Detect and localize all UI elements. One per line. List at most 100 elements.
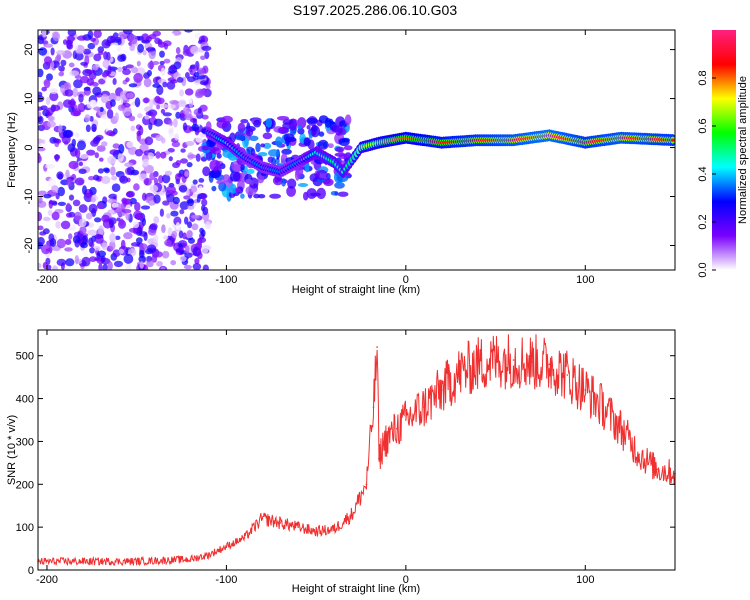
spectrogram-noise-blob bbox=[175, 111, 181, 119]
spectrogram-turbulence-blob bbox=[221, 115, 233, 123]
spectrogram-turbulence-blob bbox=[253, 119, 261, 128]
spectrogram-noise-blob bbox=[184, 245, 190, 254]
spectrogram-noise-blob bbox=[196, 240, 202, 249]
spectrogram-noise-blob bbox=[205, 221, 211, 229]
spectrogram-noise-blob bbox=[101, 214, 110, 223]
spectrogram-noise-blob bbox=[89, 256, 97, 262]
spectrogram-turbulence-blob bbox=[222, 174, 231, 183]
spectrogram-noise-blob bbox=[58, 65, 65, 72]
spectrogram-noise-blob bbox=[142, 158, 150, 167]
spectrogram-noise-blob bbox=[146, 260, 154, 268]
spectrogram-noise-blob bbox=[72, 199, 81, 207]
spectrogram-noise-blob bbox=[68, 160, 79, 170]
spectrogram-noise-blob bbox=[58, 124, 63, 133]
spectrogram-turbulence-blob bbox=[218, 181, 227, 192]
spectrogram-noise-blob bbox=[121, 209, 132, 214]
snr-x-label: Height of straight line (km) bbox=[292, 583, 420, 595]
spectrogram-noise-blob bbox=[194, 32, 201, 39]
spectrogram-noise-blob bbox=[162, 250, 170, 259]
x-tick-label: 0 bbox=[403, 274, 409, 286]
spectrogram-noise-blob bbox=[171, 230, 178, 239]
spectrogram-noise-blob bbox=[166, 213, 171, 219]
spectrogram-noise-blob bbox=[163, 235, 169, 240]
spectrogram-turbulence-blob bbox=[294, 169, 300, 181]
spectrogram-noise-blob bbox=[60, 84, 66, 94]
spectrogram-noise-blob bbox=[110, 42, 119, 47]
spectrogram-noise-blob bbox=[89, 81, 99, 87]
spectrogram-noise-blob bbox=[106, 130, 115, 137]
spectrogram-noise-blob bbox=[137, 113, 143, 119]
spectrogram-noise-blob bbox=[66, 39, 73, 50]
spectrogram-noise-blob bbox=[176, 36, 182, 43]
spectrogram-noise-blob bbox=[153, 118, 163, 127]
spectrogram-noise-blob bbox=[160, 67, 166, 77]
spectrogram-noise-blob bbox=[51, 211, 60, 221]
snr-point bbox=[225, 545, 228, 548]
snr-point bbox=[189, 558, 192, 561]
spectrogram-noise-blob bbox=[191, 123, 200, 132]
spectrogram-noise-blob bbox=[147, 61, 155, 69]
spectrogram-noise-blob bbox=[133, 72, 143, 83]
spectrogram-noise-blob bbox=[93, 174, 100, 181]
spectrogram-noise-blob bbox=[60, 59, 67, 67]
spectrogram-turbulence-blob bbox=[201, 145, 209, 151]
spectrogram-noise-blob bbox=[101, 141, 108, 147]
spectrogram-noise-blob bbox=[76, 35, 87, 41]
spectrogram-noise-blob bbox=[111, 175, 118, 181]
spectrogram-noise-blob bbox=[89, 247, 95, 254]
spectrogram-noise-blob bbox=[160, 137, 166, 144]
spectrogram-noise-blob bbox=[81, 256, 91, 267]
spectrogram-turbulence-blob bbox=[343, 145, 353, 151]
spectrogram-noise-blob bbox=[176, 77, 184, 83]
spectrogram-turbulence-blob bbox=[281, 178, 287, 187]
spectrogram-noise-blob bbox=[94, 234, 104, 244]
snr-point bbox=[602, 406, 604, 408]
spectrogram-noise-blob bbox=[74, 211, 82, 222]
spectrogram-noise-blob bbox=[182, 49, 191, 56]
snr-point bbox=[656, 468, 658, 471]
snr-y-label: SNR (10 * v/v) bbox=[6, 415, 18, 485]
spectrogram-noise-blob bbox=[82, 250, 89, 257]
spectrogram-turbulence-blob bbox=[275, 136, 283, 147]
spectrogram-noise-blob bbox=[159, 208, 164, 217]
spectrogram-noise-blob bbox=[47, 209, 53, 216]
spectrogram-noise-blob bbox=[38, 111, 42, 118]
spectrogram-noise-blob bbox=[46, 107, 54, 116]
spectrogram-noise-blob bbox=[119, 175, 128, 184]
x-tick-label: 100 bbox=[576, 574, 594, 586]
chart-title: S197.2025.286.06.10.G03 bbox=[293, 2, 457, 18]
spectrogram-turbulence-blob bbox=[282, 119, 294, 125]
colorbar-gradient bbox=[712, 30, 736, 270]
snr-point bbox=[566, 374, 569, 376]
spectrogram-noise-blob bbox=[200, 55, 206, 61]
spectrogram-noise-blob bbox=[68, 233, 73, 240]
spectrogram-noise-blob bbox=[110, 166, 116, 176]
spectrogram-noise-blob bbox=[68, 62, 75, 68]
spectrogram-noise-blob bbox=[101, 176, 111, 184]
spectrogram-noise-blob bbox=[43, 78, 51, 89]
spectrogram-noise-blob bbox=[169, 100, 179, 105]
spectrogram-noise-blob bbox=[149, 223, 158, 231]
spectrogram-noise-blob bbox=[62, 129, 73, 138]
spectrogram-noise-blob bbox=[113, 260, 124, 268]
spectrogram-noise-blob bbox=[38, 47, 48, 56]
spectrogram-turbulence-blob bbox=[323, 141, 327, 148]
spectrogram-noise-blob bbox=[126, 141, 134, 149]
spectrogram-noise-blob bbox=[162, 200, 170, 206]
spectrogram-noise-blob bbox=[139, 261, 144, 269]
spectrogram-noise-blob bbox=[170, 260, 177, 266]
spectrogram-noise-blob bbox=[184, 171, 190, 177]
spectrogram-noise-blob bbox=[167, 227, 173, 237]
spectrogram-noise-blob bbox=[78, 161, 84, 167]
spectrogram-noise-blob bbox=[64, 247, 73, 252]
spectrogram-noise-blob bbox=[199, 227, 205, 234]
spectrogram-noise-blob bbox=[125, 64, 134, 69]
spectrogram-noise-blob bbox=[107, 261, 113, 270]
spectrogram-noise-blob bbox=[43, 43, 54, 48]
spectrogram-noise-blob bbox=[169, 103, 176, 110]
x-tick-label: -200 bbox=[36, 574, 58, 586]
spectrogram-noise-blob bbox=[123, 232, 133, 240]
spectrogram-noise-blob bbox=[190, 45, 200, 55]
spectrogram-noise-blob bbox=[153, 234, 159, 243]
spectrogram-turbulence-blob bbox=[245, 127, 254, 137]
